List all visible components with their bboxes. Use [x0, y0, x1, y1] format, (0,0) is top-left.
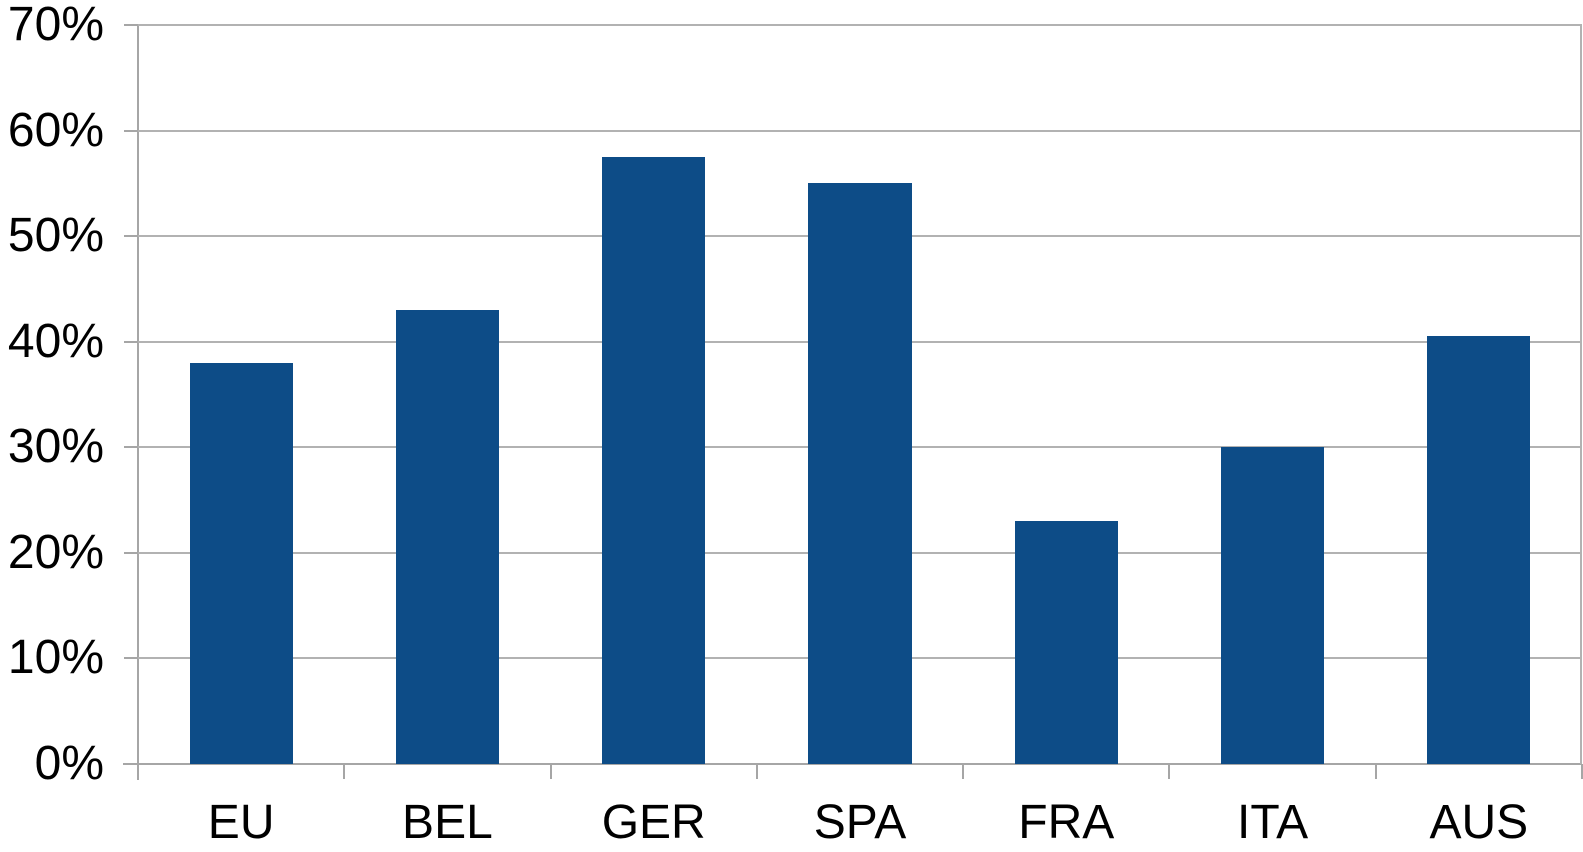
- y-axis-tick-label: 60%: [7, 103, 104, 157]
- bar-bel: [395, 310, 499, 764]
- x-axis-tick: [1168, 764, 1171, 779]
- bar-aus: [1427, 336, 1531, 764]
- bar-slot-fra: [963, 25, 1169, 764]
- bar-ger: [602, 156, 706, 764]
- x-axis-tick: [1374, 764, 1377, 779]
- y-axis-tick-label: 50%: [7, 209, 104, 263]
- x-axis-category-label: SPA: [813, 796, 907, 849]
- plot-right-border: [1580, 25, 1582, 764]
- x-axis-category-label: BEL: [402, 796, 493, 849]
- x-axis-category-label: EU: [207, 796, 275, 849]
- bar-eu: [189, 362, 293, 764]
- x-axis-category-label: AUS: [1429, 796, 1529, 849]
- bar-slot-aus: [1376, 25, 1582, 764]
- x-axis-category-label: ITA: [1236, 796, 1309, 849]
- bar-slot-ger: [551, 25, 757, 764]
- y-axis-tick-label: 70%: [7, 0, 104, 51]
- x-axis-tick: [962, 764, 965, 779]
- plot-area: [138, 24, 1582, 764]
- x-axis-tick: [343, 764, 346, 779]
- y-axis-tick: [124, 551, 138, 554]
- bar-slot-eu: [138, 25, 344, 764]
- bars-layer: [138, 25, 1582, 764]
- bar-fra: [1014, 521, 1118, 764]
- y-axis-tick: [124, 24, 138, 26]
- y-axis-tick: [124, 235, 138, 238]
- y-axis-tick-label: 0%: [34, 737, 104, 790]
- y-axis-line: [137, 25, 139, 780]
- bar-slot-spa: [757, 25, 963, 764]
- y-axis-tick-label: 30%: [7, 420, 104, 474]
- x-axis-tick: [549, 764, 552, 779]
- x-axis-tick: [137, 764, 139, 779]
- x-axis-labels: EU BEL GER SPA FRA ITA AUS: [138, 795, 1582, 851]
- y-axis-tick-label: 10%: [7, 631, 104, 685]
- x-axis-category-label: FRA: [1018, 796, 1115, 849]
- y-axis-tick: [124, 763, 138, 765]
- bar-ita: [1220, 447, 1325, 764]
- y-axis-tick: [124, 340, 138, 343]
- bar-slot-bel: [344, 25, 550, 764]
- bar-spa: [808, 183, 912, 764]
- x-axis-tick: [755, 764, 758, 779]
- y-axis-tick: [124, 657, 138, 660]
- x-axis-category-label: GER: [601, 796, 706, 849]
- y-axis-tick: [124, 446, 138, 449]
- x-axis-line: [123, 763, 1582, 765]
- y-axis-tick-label: 40%: [7, 314, 104, 368]
- y-axis-tick: [124, 129, 138, 132]
- bar-slot-ita: [1169, 25, 1375, 764]
- y-axis-tick-label: 20%: [7, 525, 104, 579]
- x-axis-tick: [1581, 764, 1583, 779]
